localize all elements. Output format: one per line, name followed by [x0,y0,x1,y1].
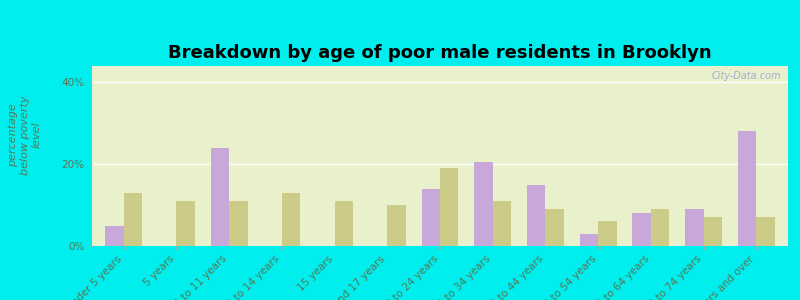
Bar [633,213,651,246]
Bar [282,193,300,246]
Bar [598,221,617,246]
Bar [229,201,247,246]
Bar [124,193,142,246]
Bar [493,201,511,246]
Bar [651,209,670,246]
Bar [527,184,546,246]
Bar [580,234,598,246]
Bar [387,205,406,246]
Bar [474,162,493,246]
Bar [334,201,353,246]
Bar [756,218,775,246]
Bar [440,168,458,246]
Bar [210,148,229,246]
Bar [704,218,722,246]
Bar [685,209,704,246]
Bar [738,131,756,246]
Bar [105,226,124,246]
Bar [546,209,564,246]
Bar [176,201,195,246]
Bar [422,189,440,246]
Text: City-Data.com: City-Data.com [711,71,781,81]
Text: percentage
below poverty
level: percentage below poverty level [8,95,42,175]
Title: Breakdown by age of poor male residents in Brooklyn: Breakdown by age of poor male residents … [168,44,712,62]
